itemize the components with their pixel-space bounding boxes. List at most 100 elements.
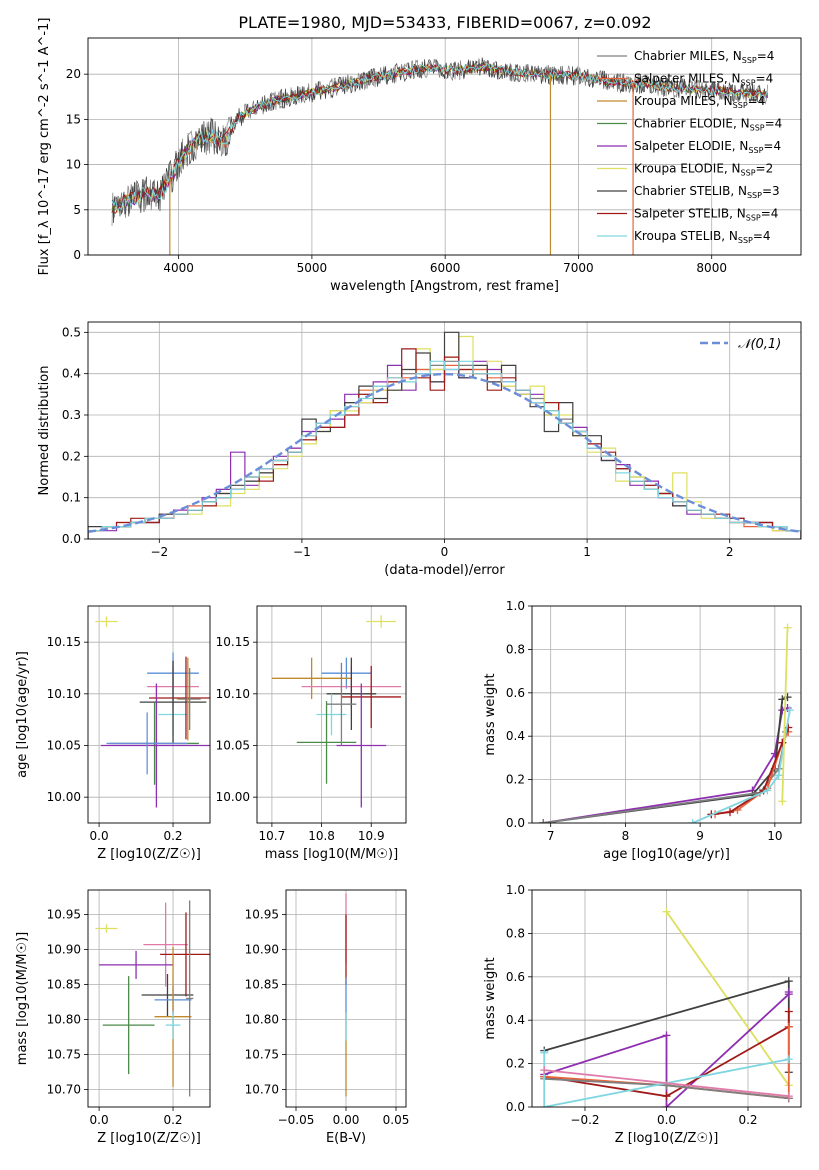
legend-label: Chabrier STELIB, NSSP=3 bbox=[634, 184, 780, 200]
legend-label: Salpeter STELIB, NSSP=4 bbox=[634, 207, 778, 223]
y-tick-label: 0.2 bbox=[62, 449, 81, 463]
x-tick-label: 7000 bbox=[563, 261, 594, 275]
y-tick-label: 0.4 bbox=[506, 729, 525, 743]
x-axis-label: Z [log10(Z/Z☉)] bbox=[615, 1131, 719, 1146]
y-tick-label: 10.95 bbox=[245, 908, 279, 922]
y-tick-label: 0.2 bbox=[506, 773, 525, 787]
y-tick-label: 10.05 bbox=[216, 739, 250, 753]
legend-label: Chabrier ELODIE, NSSP=4 bbox=[634, 117, 782, 133]
y-tick-label: 0.6 bbox=[506, 970, 525, 984]
weight-line bbox=[543, 731, 787, 823]
x-tick-label: 0.0 bbox=[90, 1113, 109, 1127]
plot-area-mass_weight_vs_Z bbox=[540, 907, 793, 1107]
axes-frame bbox=[531, 605, 802, 824]
axes-age_vs_Z: 0.0 0.2 10.00 10.05 10.10 10.15 Z [log10(Z/Z☉)… bbox=[15, 605, 211, 862]
weight-line bbox=[544, 1069, 789, 1098]
y-tick-label: 10.75 bbox=[245, 1048, 279, 1062]
axes-spectrum: 4000 5000 6000 7000 8000 0 5 10 15 20 wavelength [… bbox=[37, 18, 802, 294]
histogram-step bbox=[88, 360, 801, 539]
x-tick-label: 1 bbox=[583, 545, 591, 559]
y-axis-label: mass [log10(M/M☉)] bbox=[15, 932, 30, 1065]
normal-curve bbox=[88, 372, 801, 533]
axes-mass_vs_EBV: −0.05 0.00 0.05 10.70 10.75 10.80 10.85 10.90 10… bbox=[245, 889, 410, 1146]
y-tick-label: 20 bbox=[66, 67, 81, 81]
y-tick-label: 0.5 bbox=[62, 325, 81, 339]
x-axis-label: wavelength [Angstrom, rest frame] bbox=[330, 279, 559, 294]
y-tick-label: 0.1 bbox=[62, 491, 81, 505]
x-tick-label: 0.0 bbox=[90, 829, 109, 843]
y-tick-label: 0 bbox=[73, 248, 81, 262]
y-tick-label: 10 bbox=[66, 158, 81, 172]
y-tick-label: 0.0 bbox=[506, 816, 525, 830]
y-tick-label: 10.05 bbox=[47, 739, 81, 753]
axes-mass_vs_Z: 0.0 0.2 10.70 10.75 10.80 10.85 10.90 10.95 Z [l… bbox=[15, 889, 211, 1146]
y-tick-label: 0.4 bbox=[62, 367, 81, 381]
x-tick-label: 0.2 bbox=[163, 829, 182, 843]
axes-frame bbox=[87, 321, 802, 540]
axes-mass_weight_vs_Z: −0.2 0.0 0.2 0.0 0.2 0.4 0.6 0.8 1.0 Z [log10(Z/Z… bbox=[483, 883, 802, 1146]
x-tick-label: −1 bbox=[293, 545, 311, 559]
legend-label: 𝒩(0,1) bbox=[738, 337, 781, 352]
axes-frame bbox=[285, 889, 407, 1108]
x-tick-label: 5000 bbox=[297, 261, 328, 275]
plot-area-mass_vs_Z bbox=[95, 900, 210, 1097]
x-tick-label: 8000 bbox=[696, 261, 727, 275]
y-tick-label: 0.2 bbox=[506, 1057, 525, 1071]
x-axis-label: E(B-V) bbox=[326, 1131, 366, 1146]
x-tick-label: 0.00 bbox=[333, 1113, 360, 1127]
y-tick-label: 10.80 bbox=[47, 1013, 81, 1027]
y-tick-label: 1.0 bbox=[506, 599, 525, 613]
y-tick-label: 10.15 bbox=[216, 635, 250, 649]
x-axis-label: Z [log10(Z/Z☉)] bbox=[97, 1131, 201, 1146]
x-tick-label: 10.7 bbox=[259, 829, 286, 843]
legend-label: Salpeter ELODIE, NSSP=4 bbox=[634, 139, 781, 155]
y-tick-label: 10.85 bbox=[245, 978, 279, 992]
y-tick-label: 10.80 bbox=[245, 1013, 279, 1027]
y-tick-label: 0.8 bbox=[506, 642, 525, 656]
y-tick-label: 0.0 bbox=[506, 1100, 525, 1114]
axes-frame bbox=[87, 37, 802, 256]
x-tick-label: 8 bbox=[622, 829, 630, 843]
x-tick-label: −0.2 bbox=[570, 1113, 599, 1127]
y-tick-label: 10.95 bbox=[47, 908, 81, 922]
axes-age_vs_mass: 10.7 10.8 10.9 10.00 10.05 10.10 10.15 mass [lo… bbox=[216, 605, 407, 862]
y-tick-label: 10.10 bbox=[216, 687, 250, 701]
y-tick-label: 10.00 bbox=[216, 790, 250, 804]
y-tick-label: 10.90 bbox=[245, 943, 279, 957]
x-tick-label: −2 bbox=[150, 545, 168, 559]
plot-area-age_vs_Z bbox=[95, 616, 210, 808]
x-tick-label: 10.8 bbox=[308, 829, 335, 843]
x-tick-label: 0.2 bbox=[738, 1113, 757, 1127]
legend-label: Kroupa STELIB, NSSP=4 bbox=[634, 229, 771, 245]
x-axis-label: mass [log10(M/M☉)] bbox=[265, 847, 398, 862]
y-tick-label: 10.00 bbox=[47, 790, 81, 804]
y-axis-label: Normed distribution bbox=[37, 366, 52, 496]
x-tick-label: 10 bbox=[767, 829, 782, 843]
y-tick-label: 15 bbox=[66, 112, 81, 126]
axes-mass_weight_vs_age: 7 8 9 10 0.0 0.2 0.4 0.6 0.8 1.0 age [log10(age/yr… bbox=[483, 599, 802, 862]
figure-title: PLATE=1980, MJD=53433, FIBERID=0067, z=0… bbox=[238, 13, 651, 32]
y-axis-label: Flux [f_λ 10^-17 erg cm^-2 s^-1 A^-1] bbox=[37, 18, 52, 276]
spectrum-line bbox=[111, 62, 768, 214]
x-axis-label: Z [log10(Z/Z☉)] bbox=[97, 847, 201, 862]
histogram-step bbox=[88, 331, 801, 539]
x-tick-label: −0.05 bbox=[278, 1113, 315, 1127]
plot-area-residuals bbox=[88, 331, 801, 539]
spectrum-line bbox=[111, 57, 769, 224]
legend-label: Kroupa ELODIE, NSSP=2 bbox=[634, 162, 773, 178]
x-tick-label: 4000 bbox=[163, 261, 194, 275]
x-tick-label: 0.2 bbox=[163, 1113, 182, 1127]
axes-residuals: −2 −1 0 1 2 0.0 0.1 0.2 0.3 0.4 0.5 (data-model)/er… bbox=[37, 321, 802, 578]
x-axis-label: age [log10(age/yr)] bbox=[603, 847, 730, 862]
axes-frame bbox=[531, 889, 802, 1108]
y-tick-label: 0.3 bbox=[62, 408, 81, 422]
y-tick-label: 0.6 bbox=[506, 686, 525, 700]
x-tick-label: 7 bbox=[547, 829, 555, 843]
y-tick-label: 10.15 bbox=[47, 635, 81, 649]
legend-label: Chabrier MILES, NSSP=4 bbox=[634, 49, 774, 65]
x-tick-label: 0.0 bbox=[657, 1113, 676, 1127]
y-tick-label: 5 bbox=[73, 203, 81, 217]
x-tick-label: 6000 bbox=[430, 261, 461, 275]
x-tick-label: 0.05 bbox=[383, 1113, 410, 1127]
